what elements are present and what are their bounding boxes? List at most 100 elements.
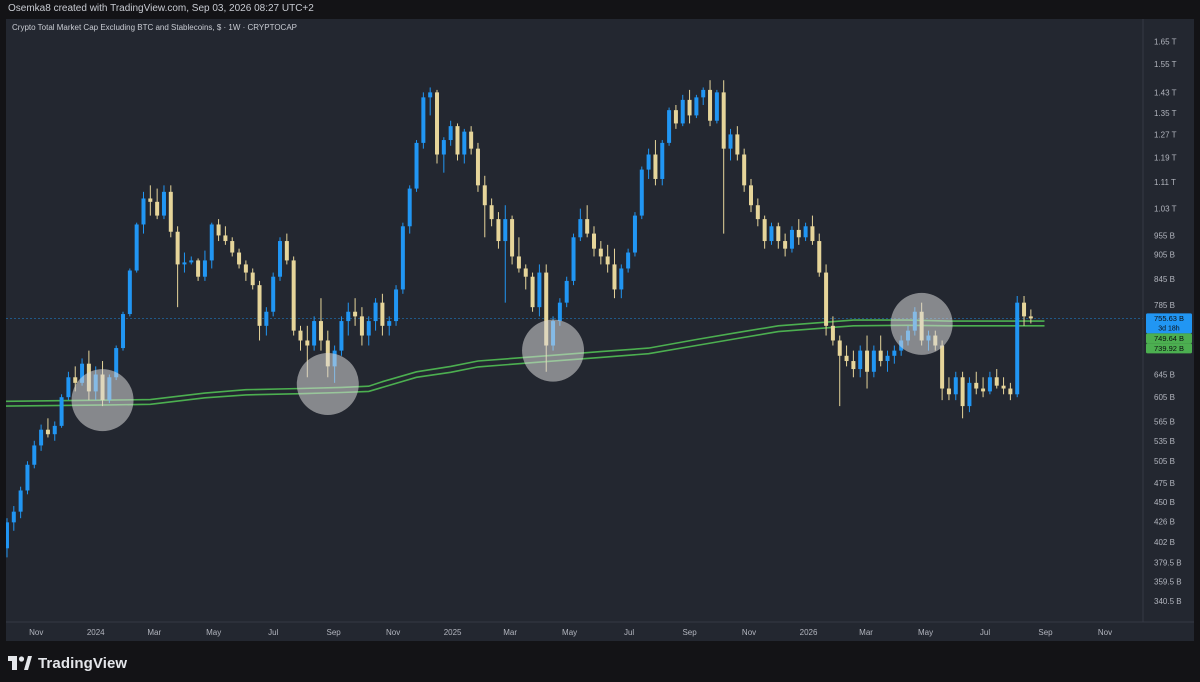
price-marker-current: 755.63 B 3d 18h [1146, 313, 1192, 334]
price-marker-box [1146, 313, 1192, 334]
candle [45, 418, 50, 438]
candle-body [496, 219, 501, 242]
candle-body [694, 97, 699, 116]
candle-body [953, 377, 958, 395]
candle-body [469, 131, 474, 149]
candle [667, 107, 672, 146]
candle [161, 185, 166, 220]
candle-body [865, 350, 870, 372]
candle [701, 87, 706, 105]
x-tick-label: 2026 [800, 628, 818, 637]
candle [421, 92, 426, 149]
candle-body [571, 237, 576, 281]
candle [660, 140, 665, 186]
candle-body [318, 321, 323, 341]
candle-body [708, 89, 713, 121]
candle [892, 345, 897, 364]
x-tick-label: Mar [503, 628, 517, 637]
candle [994, 369, 999, 389]
candle [1001, 377, 1006, 395]
y-tick-label: 402 B [1154, 538, 1175, 547]
candle-body [394, 289, 399, 322]
candle-body [278, 241, 283, 277]
y-tick-label: 475 B [1154, 479, 1175, 488]
candle [284, 233, 289, 265]
highlight-circle [71, 369, 134, 432]
candle-body [45, 429, 50, 435]
y-tick-label: 1.27 T [1154, 130, 1177, 139]
candle [387, 316, 392, 336]
ma-upper-line [5, 319, 1045, 403]
y-tick-label: 505 B [1154, 457, 1175, 466]
candle-body [414, 142, 419, 189]
highlight-circle [296, 352, 359, 415]
chart-panel[interactable]: Crypto Total Market Cap Excluding BTC an… [4, 19, 1194, 641]
candle-body [721, 92, 726, 149]
candle-body [291, 260, 296, 331]
candle [339, 316, 344, 356]
candle [182, 252, 187, 273]
candle-body [742, 154, 747, 186]
candle [940, 340, 945, 401]
time-axis[interactable]: Nov 2024 Mar May Jul Sep Nov 2025 Mar May Jul Sep No… [29, 628, 1112, 637]
candle [359, 307, 364, 346]
candle-body [598, 248, 603, 257]
candle-body [407, 188, 412, 227]
candle [148, 185, 153, 216]
candle [243, 260, 248, 281]
candle [960, 371, 965, 419]
candle [871, 345, 876, 378]
candle-body [728, 134, 733, 149]
y-tick-label: 955 B [1154, 231, 1175, 240]
candle-body [783, 241, 788, 249]
candle [59, 394, 64, 428]
price-marker-ma_upper: 749.64 B [1146, 333, 1192, 344]
candle-body [428, 92, 433, 98]
candle [394, 285, 399, 326]
candle-body [523, 268, 528, 277]
candle-body [639, 169, 644, 216]
x-tick-label: Nov [1098, 628, 1112, 637]
candle-body [769, 226, 774, 242]
candle-body [141, 198, 146, 225]
candle [708, 80, 713, 127]
candle-body [1001, 385, 1006, 389]
candle-body [455, 126, 460, 155]
candle-body [380, 302, 385, 326]
candle [155, 188, 160, 220]
candle [366, 316, 371, 346]
price-marker-label: 739.92 B [1154, 344, 1184, 353]
candle-body [400, 226, 405, 290]
candle [428, 87, 433, 116]
candle-body [803, 226, 808, 238]
candle-body [346, 311, 351, 322]
candle-body [134, 224, 139, 271]
candle [837, 335, 842, 407]
tradingview-logo-icon [8, 656, 32, 670]
price-axis[interactable]: 1.65 T 1.55 T 1.43 T 1.35 T 1.27 T 1.19 T 1.11… [1154, 38, 1182, 606]
candle [134, 222, 139, 273]
candle [953, 371, 958, 401]
candle-body [148, 198, 153, 202]
x-tick-label: May [206, 628, 221, 637]
y-tick-label: 1.11 T [1154, 178, 1176, 187]
candle-body [18, 490, 23, 512]
candle [271, 272, 276, 317]
candle-body [250, 272, 255, 286]
y-tick-label: 1.03 T [1154, 205, 1177, 214]
candle [762, 215, 767, 249]
candle-body [557, 302, 562, 322]
candle [714, 89, 719, 124]
y-tick-label: 359.5 B [1154, 578, 1182, 587]
candle-body [237, 252, 242, 265]
candle [523, 264, 528, 290]
candlestick-chart[interactable]: Crypto Total Market Cap Excluding BTC an… [4, 19, 1194, 641]
tradingview-logo[interactable]: TradingView [8, 652, 127, 674]
candle [810, 215, 815, 245]
candle-body [121, 314, 126, 349]
candle [1028, 309, 1033, 324]
candle [291, 256, 296, 336]
x-tick-label: Sep [1038, 628, 1053, 637]
x-tick-label: 2024 [87, 628, 105, 637]
candle [605, 244, 610, 273]
